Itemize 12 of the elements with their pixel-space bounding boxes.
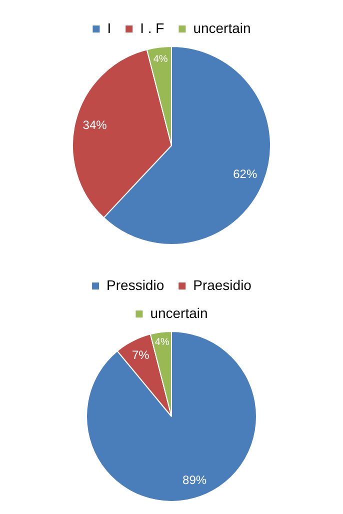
legend-label: I . F (140, 20, 164, 36)
legend-label: uncertain (193, 20, 251, 36)
legend-label: Praesidio (193, 276, 252, 293)
legend-label: Pressidio (106, 276, 164, 293)
legend-label: I (107, 20, 112, 36)
legend-label: uncertain (150, 304, 208, 321)
data-label: 62% (233, 166, 258, 181)
data-label: 4% (153, 54, 168, 65)
data-label: 7% (132, 348, 150, 362)
data-label: 34% (82, 118, 108, 132)
data-label: 89% (182, 472, 207, 487)
data-label: 4% (154, 337, 170, 348)
